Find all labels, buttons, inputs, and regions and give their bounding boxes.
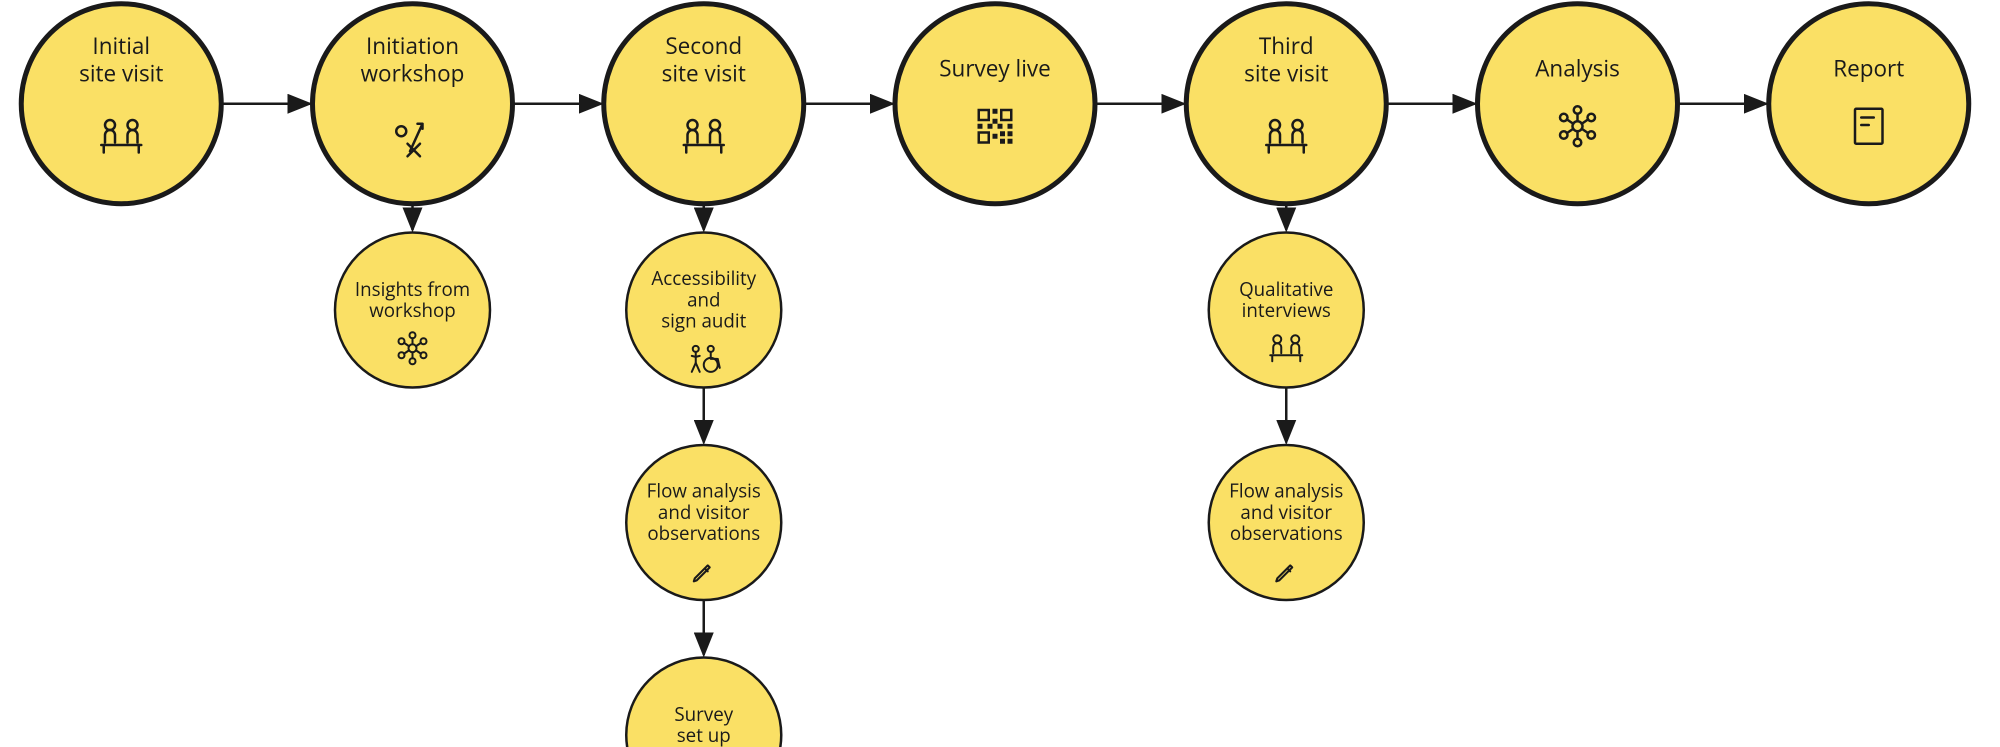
node-label: Analysis xyxy=(1535,52,1620,83)
sub-node: Surveyset up xyxy=(626,658,781,747)
sub-node: Flow analysisand visitorobservations xyxy=(626,445,781,600)
node-label: Survey live xyxy=(939,52,1051,83)
main-node-n1: Initialsite visit xyxy=(21,4,221,204)
sub-node-label: observations xyxy=(647,521,760,546)
sub-node-label: set up xyxy=(677,723,731,747)
sub-node: Insights fromworkshop xyxy=(335,233,490,388)
node-label: Third xyxy=(1259,30,1314,61)
main-node-n4: Survey live xyxy=(895,4,1095,204)
sub-node-label: workshop xyxy=(369,298,456,323)
sub-node-label: interviews xyxy=(1242,298,1331,323)
main-node-n2: Initiationworkshop xyxy=(313,4,513,204)
node-label: Initial xyxy=(92,30,150,61)
node-label: workshop xyxy=(361,57,465,88)
main-node-n6: Analysis xyxy=(1478,4,1678,204)
main-node-n3: Secondsite visit xyxy=(604,4,804,204)
sub-node: Qualitativeinterviews xyxy=(1209,233,1364,388)
node-label: Report xyxy=(1833,52,1904,83)
main-node-n5: Thirdsite visit xyxy=(1186,4,1386,204)
sub-node-label: sign audit xyxy=(661,309,746,334)
node-label: site visit xyxy=(662,57,746,88)
sub-node: Accessibilityandsign audit xyxy=(626,233,781,388)
sub-node: Flow analysisand visitorobservations xyxy=(1209,445,1364,600)
sub-node-label: observations xyxy=(1230,521,1343,546)
node-label: site visit xyxy=(79,57,163,88)
node-label: Initiation xyxy=(366,30,459,61)
node-label: site visit xyxy=(1244,57,1328,88)
node-label: Second xyxy=(665,30,742,61)
main-node-n7: Report xyxy=(1769,4,1969,204)
process-flow-diagram: Initialsite visitInitiationworkshopSecon… xyxy=(0,0,2000,747)
